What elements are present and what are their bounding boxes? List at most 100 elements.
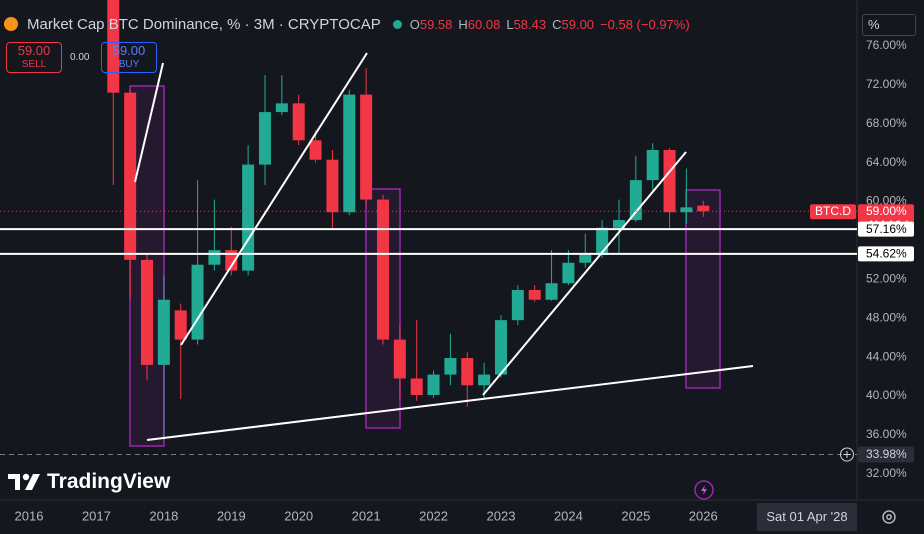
symbol-icon — [4, 17, 18, 31]
x-tick-label: 2022 — [419, 508, 448, 523]
last-price-label: 59.00% — [866, 204, 907, 218]
x-tick-label: 2019 — [217, 508, 246, 523]
candle-body — [562, 262, 575, 284]
y-tick-label: 52.00% — [866, 271, 907, 285]
symbol-label: BTC.D — [815, 204, 851, 218]
y-tick-label: 76.00% — [866, 38, 907, 52]
candle-body — [225, 250, 238, 271]
candle-body — [494, 320, 507, 375]
trend-line — [180, 52, 368, 346]
level-label-box — [858, 246, 914, 262]
candle-body — [579, 255, 592, 263]
candle-body — [511, 290, 524, 321]
sell-button[interactable]: 59.00 SELL — [6, 42, 62, 73]
level-label-box — [858, 221, 914, 237]
candle-body — [697, 205, 710, 212]
ohlc-values: O 59.58 H 60.08 L 58.43 C 59.00 −0.58 (−0.97%) — [410, 17, 690, 32]
ohlc-value: 58.43 — [513, 16, 547, 32]
y-tick-label: 48.00% — [866, 310, 907, 324]
candle-body — [258, 112, 271, 165]
y-tick-label: 72.00% — [866, 77, 907, 91]
trend-line — [482, 151, 687, 396]
candle-body — [646, 150, 659, 181]
candle-body — [343, 94, 356, 213]
range-box — [685, 189, 721, 389]
logo[interactable]: TradingView — [8, 470, 170, 494]
candle-body — [360, 94, 373, 200]
candle-body — [191, 264, 204, 340]
candle-body — [326, 159, 339, 213]
legend: Market Cap BTC Dominance, % · 3M · CRYPT… — [4, 13, 690, 35]
x-tick-label: 2020 — [284, 508, 313, 523]
candle-body — [107, 0, 120, 93]
symbol-label-box — [810, 204, 856, 220]
candle-body — [393, 339, 406, 379]
candle-body — [663, 150, 676, 213]
candle-body — [157, 299, 170, 365]
ohlc-key: O — [409, 16, 420, 32]
candle-body — [309, 140, 322, 160]
trend-lines — [134, 52, 754, 441]
crosshair-price-label: 33.98% — [866, 447, 907, 461]
crosshair-price-box — [858, 446, 914, 463]
candle-body — [478, 374, 491, 386]
y-tick-label: 36.00% — [866, 427, 907, 441]
candle-body — [376, 199, 389, 340]
buy-button[interactable]: 59.00 BUY — [101, 42, 157, 73]
candle-body — [528, 290, 541, 300]
buy-label: BUY — [118, 59, 140, 70]
logo-text: TradingView — [47, 470, 171, 493]
y-tick-label: 64.00% — [866, 155, 907, 169]
candle-body — [292, 103, 305, 141]
settings-icon[interactable] — [882, 510, 896, 524]
y-tick-label: 60.00% — [866, 194, 907, 208]
x-tick-label: 2025 — [621, 508, 650, 523]
x-tick-label: 2016 — [15, 508, 44, 523]
candle-body — [410, 378, 423, 396]
price-change: −0.58 (−0.97%) — [600, 16, 690, 32]
candle-body — [612, 220, 625, 228]
candle-body — [427, 374, 440, 396]
add-level-plus — [843, 451, 851, 459]
level-label: 57.16% — [866, 222, 907, 236]
ohlc-key: L — [506, 16, 514, 32]
candle-body — [174, 310, 187, 340]
y-tick-label: 44.00% — [866, 349, 907, 363]
logo-mark — [8, 473, 40, 490]
candle-body — [461, 358, 474, 386]
ohlc-key: C — [552, 16, 562, 32]
drawings — [129, 85, 721, 447]
candle-body — [629, 180, 642, 221]
x-tick-label: 2023 — [487, 508, 516, 523]
ohlc-value: 59.58 — [419, 16, 453, 32]
symbol-title: Market Cap BTC Dominance, % · 3M · CRYPT… — [27, 15, 381, 33]
x-tick-label: 2026 — [689, 508, 718, 523]
y-tick-label: 40.00% — [866, 388, 907, 402]
x-tick-label: 2018 — [149, 508, 178, 523]
ohlc-value: 59.00 — [561, 16, 595, 32]
sell-label: SELL — [21, 59, 47, 70]
buy-price: 59.00 — [112, 43, 146, 58]
spread: 0.00 — [70, 52, 90, 63]
candle-body — [545, 283, 558, 300]
ohlc-value: 60.08 — [467, 16, 501, 32]
crosshair-date: Sat 01 Apr '28 — [757, 503, 857, 531]
sell-price: 59.00 — [17, 43, 51, 58]
level-label: 54.62% — [866, 247, 907, 261]
alert-icon[interactable] — [694, 480, 714, 500]
y-tick-label: 68.00% — [866, 116, 907, 130]
scale-mode[interactable]: % — [862, 14, 916, 36]
candle-body — [275, 103, 288, 113]
ohlc-key: H — [458, 16, 468, 32]
candle-body — [140, 259, 153, 365]
candle-body — [124, 92, 137, 260]
trend-line — [134, 62, 164, 183]
x-tick-label: 2017 — [82, 508, 111, 523]
candle-body — [208, 250, 221, 265]
trend-line — [146, 365, 754, 441]
add-level-button[interactable] — [840, 447, 854, 462]
y-tick-label: 32.00% — [866, 466, 907, 480]
market-status — [392, 19, 402, 29]
